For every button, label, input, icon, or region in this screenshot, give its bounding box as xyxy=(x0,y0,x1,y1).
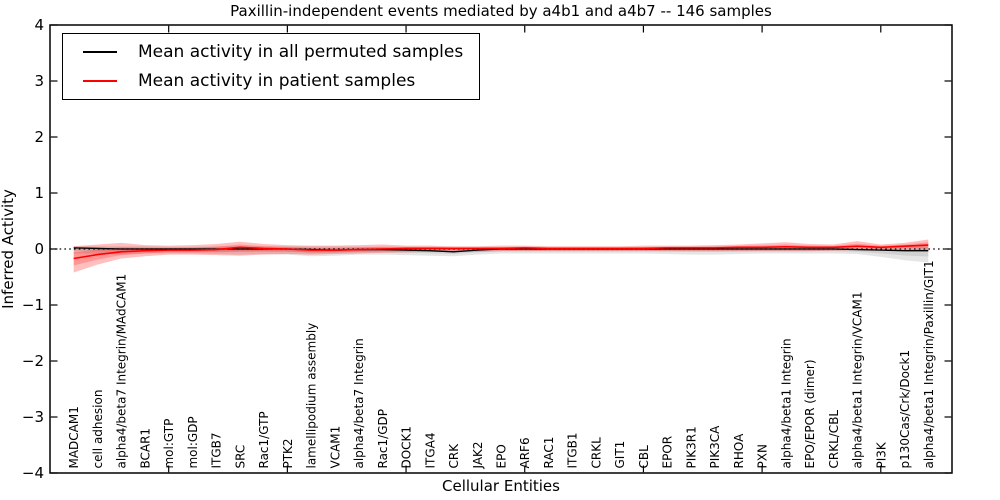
chart-title: Paxillin-independent events mediated by … xyxy=(230,2,772,20)
y-tick-label: −4 xyxy=(22,464,44,482)
y-tick-label: 0 xyxy=(34,240,44,258)
x-tick-label: Rac1/GTP xyxy=(257,411,271,468)
x-tick-label: PIK3R1 xyxy=(684,426,698,468)
x-tick-label: VCAM1 xyxy=(328,426,342,469)
x-tick-label: EPO xyxy=(495,444,509,468)
axes-frame xyxy=(49,24,953,474)
y-tick-label: −2 xyxy=(22,352,44,370)
confidence-bands xyxy=(73,239,929,273)
x-tick-label: p130Cas/Crk/Dock1 xyxy=(898,350,912,469)
y-axis-label: Inferred Activity xyxy=(0,189,17,309)
legend: Mean activity in all permuted samples Me… xyxy=(62,33,481,100)
y-tick-label: −3 xyxy=(22,408,44,426)
y-tick-label: 3 xyxy=(34,72,44,90)
y-tick-label: −1 xyxy=(22,296,44,314)
legend-label: Mean activity in all permuted samples xyxy=(138,42,464,62)
axis-ticks: 4 3 2 1 0 −1 −2 −3 −4 xyxy=(22,16,952,482)
x-tick-label: GIT1 xyxy=(613,441,627,469)
x-tick-label: PIK3CA xyxy=(708,425,722,469)
legend-line-swatch-red xyxy=(83,80,117,82)
x-tick-label: CBL xyxy=(637,445,651,469)
series-lines xyxy=(50,244,952,260)
x-tick-label: EPOR xyxy=(661,436,675,469)
legend-item-patient: Mean activity in patient samples xyxy=(73,69,463,93)
x-tick-label: alpha4/beta1 Integrin/Paxillin/GIT1 xyxy=(922,260,936,468)
y-tick-label: 1 xyxy=(34,184,44,202)
x-tick-label: alpha4/beta1 Integrin/VCAM1 xyxy=(851,292,865,469)
x-tick-label: RAC1 xyxy=(542,437,556,469)
legend-label: Mean activity in patient samples xyxy=(138,71,416,91)
x-tick-label: PTK2 xyxy=(281,438,295,468)
x-tick-label: mol:GTP xyxy=(162,419,176,469)
x-tick-label: CRKL/CBL xyxy=(827,410,841,469)
x-tick-label: PI3K xyxy=(874,441,888,468)
x-tick-label: alpha4/beta7 Integrin/MAdCAM1 xyxy=(115,274,129,469)
x-tick-label: alpha4/beta1 Integrin xyxy=(779,338,793,468)
x-tick-label: CRKL xyxy=(589,437,603,469)
x-tick-label: lamellipodium assembly xyxy=(305,323,319,469)
x-tick-label: alpha4/beta7 Integrin xyxy=(352,338,366,468)
y-tick-label: 2 xyxy=(34,128,44,146)
x-tick-label: PXN xyxy=(756,444,770,468)
mean-line-patient xyxy=(73,244,929,260)
y-tick-label: 4 xyxy=(34,16,44,34)
x-tick-label: MADCAM1 xyxy=(67,406,81,468)
legend-item-permuted: Mean activity in all permuted samples xyxy=(73,40,463,64)
x-tick-label: ARF6 xyxy=(518,437,532,468)
x-tick-label: SRC xyxy=(233,445,247,469)
x-tick-label: mol:GDP xyxy=(186,416,200,468)
x-tick-label: ITGA4 xyxy=(423,432,437,468)
x-tick-label: cell adhesion xyxy=(91,390,105,469)
x-category-labels: MADCAM1 cell adhesion alpha4/beta7 Integri… xyxy=(67,260,936,469)
x-tick-label: BCAR1 xyxy=(138,428,152,469)
x-axis-label: Cellular Entities xyxy=(442,477,560,495)
x-tick-label: ITGB7 xyxy=(210,432,224,468)
x-tick-label: ITGB1 xyxy=(566,432,580,468)
x-tick-label: EPO/EPOR (dimer) xyxy=(803,359,817,468)
x-tick-label: Rac1/GDP xyxy=(376,409,390,468)
band-permuted xyxy=(73,245,929,263)
band-patient xyxy=(73,239,929,273)
x-tick-label: RHOA xyxy=(732,433,746,469)
x-tick-label: JAK2 xyxy=(471,441,485,469)
legend-line-swatch-black xyxy=(83,51,117,53)
x-tick-label: CRK xyxy=(447,443,461,469)
x-tick-label: DOCK1 xyxy=(400,426,414,469)
